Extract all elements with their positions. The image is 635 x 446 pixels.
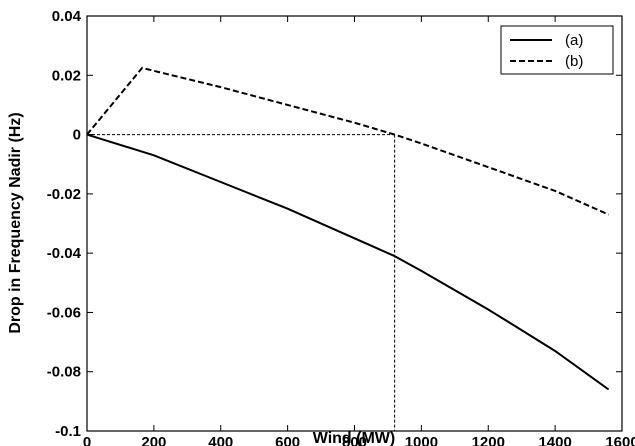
- y-tick-label: -0.06: [47, 304, 81, 321]
- legend-box: [500, 25, 614, 75]
- x-tick-label: 1200: [472, 434, 505, 446]
- y-tick-label: 0.04: [52, 8, 82, 25]
- x-tick-label: 1400: [538, 434, 571, 446]
- x-tick-label: 400: [208, 434, 233, 446]
- y-tick-label: -0.1: [55, 423, 81, 440]
- y-tick-label: 0: [73, 127, 81, 144]
- legend: (a) (b): [500, 25, 614, 75]
- series-line-b: [86, 66, 610, 216]
- legend-label-a: (a): [565, 32, 583, 49]
- y-tick-label: -0.02: [47, 186, 81, 203]
- x-tick-label: 0: [83, 434, 91, 446]
- series-line-a: [86, 133, 610, 391]
- legend-label-b: (b): [565, 53, 583, 70]
- x-axis-label: Wind (MW): [313, 430, 395, 446]
- x-tick-label: 600: [275, 434, 300, 446]
- x-tick-label: 1600: [605, 434, 635, 446]
- x-tick-label: 1000: [405, 434, 438, 446]
- y-tick-label: 0.02: [52, 67, 81, 84]
- y-axis-label: Drop in Frequency Nadir (Hz): [7, 112, 24, 333]
- plot-area: [86, 15, 623, 432]
- y-tick-label: -0.04: [47, 245, 82, 262]
- y-tick-label: -0.08: [47, 364, 81, 381]
- x-tick-label: 200: [141, 434, 166, 446]
- x-tick-label: 800: [342, 434, 367, 446]
